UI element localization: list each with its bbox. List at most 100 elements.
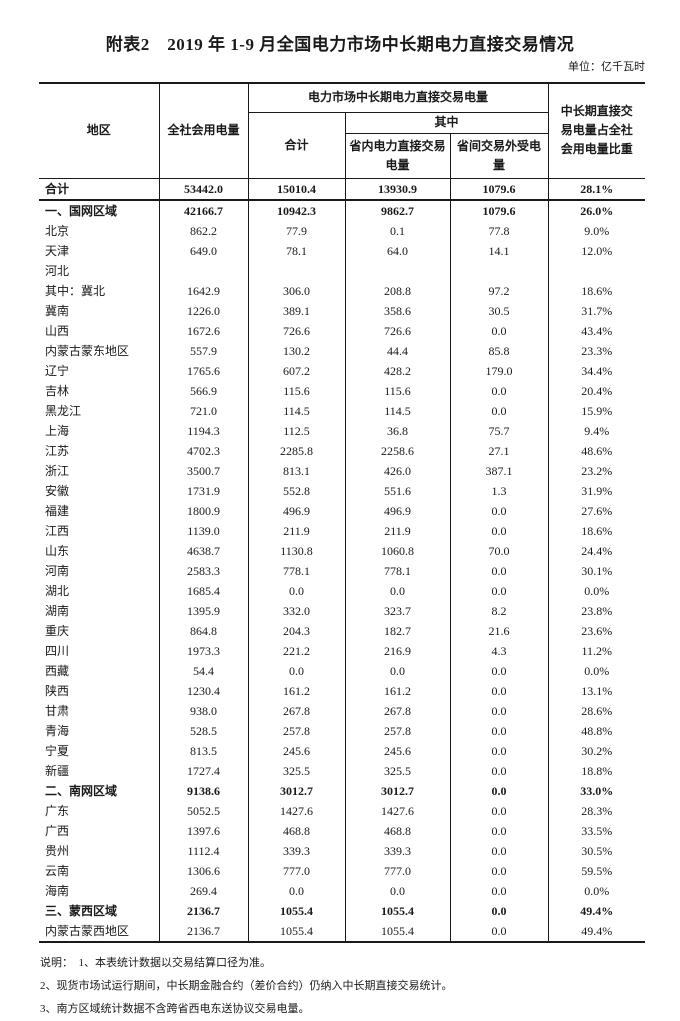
region-cell: 新疆	[39, 760, 160, 781]
value-cell: 114.5	[344, 400, 451, 421]
value-cell: 468.8	[247, 820, 346, 841]
value-cell: 204.3	[247, 620, 346, 641]
region-cell: 冀南	[39, 300, 160, 321]
value-cell: 28.1%	[547, 178, 646, 201]
table-row: 西藏 54.4 0.0 0.0 0.0 0.0%	[39, 660, 646, 681]
value-cell: 0.1	[344, 220, 451, 241]
table-row: 辽宁 1765.6 607.2 428.2 179.0 34.4%	[39, 360, 646, 381]
value-cell: 5052.5	[158, 800, 249, 821]
header-intra-provincial: 省内电力直接交易 电量	[344, 132, 451, 179]
table-header: 地区 全社会用电量 电力市场中长期电力直接交易电量 中长期直接交 易电量占全社 …	[39, 82, 646, 179]
value-cell: 77.8	[449, 220, 549, 241]
value-cell: 813.1	[247, 460, 346, 481]
header-region: 地区	[39, 82, 160, 179]
value-cell: 428.2	[344, 360, 451, 381]
region-cell: 山西	[39, 320, 160, 341]
header-share: 中长期直接交 易电量占全社 会用电量比重	[547, 82, 646, 179]
value-cell: 1973.3	[158, 640, 249, 661]
value-cell: 0.0	[247, 660, 346, 681]
value-cell: 1672.6	[158, 320, 249, 341]
value-cell: 0.0	[449, 880, 549, 901]
region-cell: 其中：冀北	[39, 280, 160, 301]
value-cell: 1427.6	[344, 800, 451, 821]
region-cell: 贵州	[39, 840, 160, 861]
region-cell: 天津	[39, 240, 160, 261]
value-cell: 78.1	[247, 240, 346, 261]
value-cell: 1055.4	[344, 920, 451, 943]
value-cell	[158, 260, 249, 281]
header-trade-group: 电力市场中长期电力直接交易电量	[247, 82, 549, 113]
value-cell: 267.8	[344, 700, 451, 721]
value-cell: 1.3	[449, 480, 549, 501]
value-cell: 75.7	[449, 420, 549, 441]
value-cell: 1230.4	[158, 680, 249, 701]
value-cell: 36.8	[344, 420, 451, 441]
region-cell: 广西	[39, 820, 160, 841]
value-cell: 31.9%	[547, 480, 646, 501]
table-row: 浙江 3500.7 813.1 426.0 387.1 23.2%	[39, 460, 646, 481]
value-cell	[547, 260, 646, 281]
value-cell: 23.2%	[547, 460, 646, 481]
value-cell: 777.0	[344, 860, 451, 881]
value-cell: 0.0%	[547, 580, 646, 601]
value-cell: 4638.7	[158, 540, 249, 561]
value-cell: 13.1%	[547, 680, 646, 701]
region-cell: 湖北	[39, 580, 160, 601]
value-cell: 551.6	[344, 480, 451, 501]
value-cell: 115.6	[247, 380, 346, 401]
table-row: 河北	[39, 260, 646, 281]
value-cell: 54.4	[158, 660, 249, 681]
value-cell: 179.0	[449, 360, 549, 381]
value-cell: 721.0	[158, 400, 249, 421]
table-row: 天津 649.0 78.1 64.0 14.1 12.0%	[39, 240, 646, 261]
region-cell: 西藏	[39, 660, 160, 681]
value-cell: 1427.6	[247, 800, 346, 821]
value-cell: 323.7	[344, 600, 451, 621]
value-cell: 43.4%	[547, 320, 646, 341]
value-cell: 496.9	[344, 500, 451, 521]
table-row: 福建 1800.9 496.9 496.9 0.0 27.6%	[39, 500, 646, 521]
value-cell: 48.6%	[547, 440, 646, 461]
value-cell: 21.6	[449, 620, 549, 641]
value-cell: 325.5	[344, 760, 451, 781]
value-cell: 130.2	[247, 340, 346, 361]
region-cell: 山东	[39, 540, 160, 561]
value-cell: 0.0	[449, 800, 549, 821]
value-cell: 864.8	[158, 620, 249, 641]
value-cell: 2136.7	[158, 920, 249, 943]
value-cell: 2258.6	[344, 440, 451, 461]
value-cell: 97.2	[449, 280, 549, 301]
value-cell: 64.0	[344, 240, 451, 261]
region-cell: 云南	[39, 860, 160, 881]
value-cell: 42166.7	[158, 199, 249, 221]
region-cell: 河北	[39, 260, 160, 281]
value-cell: 813.5	[158, 740, 249, 761]
table-row: 黑龙江 721.0 114.5 114.5 0.0 15.9%	[39, 400, 646, 421]
value-cell: 27.6%	[547, 500, 646, 521]
region-cell: 内蒙古蒙东地区	[39, 340, 160, 361]
value-cell: 115.6	[344, 380, 451, 401]
value-cell: 245.6	[344, 740, 451, 761]
value-cell: 27.1	[449, 440, 549, 461]
table-row: 广东 5052.5 1427.6 1427.6 0.0 28.3%	[39, 800, 646, 821]
table-row: 陕西 1230.4 161.2 161.2 0.0 13.1%	[39, 680, 646, 701]
table-row: 山东 4638.7 1130.8 1060.8 70.0 24.4%	[39, 540, 646, 561]
value-cell: 938.0	[158, 700, 249, 721]
value-cell: 339.3	[344, 840, 451, 861]
value-cell: 1055.4	[247, 920, 346, 943]
value-cell: 0.0	[449, 580, 549, 601]
value-cell: 26.0%	[547, 199, 646, 221]
value-cell: 862.2	[158, 220, 249, 241]
table-row: 安徽 1731.9 552.8 551.6 1.3 31.9%	[39, 480, 646, 501]
value-cell: 30.5%	[547, 840, 646, 861]
value-cell: 9.0%	[547, 220, 646, 241]
value-cell: 161.2	[344, 680, 451, 701]
value-cell: 0.0	[449, 720, 549, 741]
value-cell: 257.8	[247, 720, 346, 741]
table-row: 内蒙古蒙东地区 557.9 130.2 44.4 85.8 23.3%	[39, 340, 646, 361]
value-cell: 221.2	[247, 640, 346, 661]
value-cell: 1139.0	[158, 520, 249, 541]
region-cell: 合计	[39, 178, 160, 201]
value-cell: 0.0	[449, 780, 549, 801]
region-cell: 黑龙江	[39, 400, 160, 421]
